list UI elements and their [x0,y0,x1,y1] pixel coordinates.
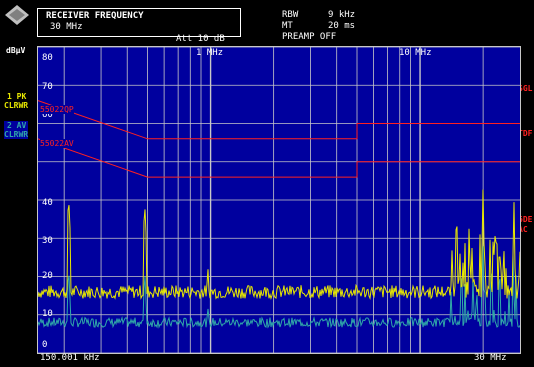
rbw-value: 9 kHz [328,10,356,20]
spectrum-plot [38,47,520,353]
x-start-label: 150.001 kHz [40,353,100,363]
mt-value: 20 ms [328,21,356,31]
logo-icon [4,4,30,26]
y-tick-80: 80 [42,53,53,63]
spectrum-display[interactable]: 80 70 60 50 40 30 20 10 0 55022QP 55022A… [37,46,521,354]
y-tick-20: 20 [42,271,53,281]
trace-2-label[interactable]: 2 AV CLRWR [4,121,29,139]
y-tick-70: 70 [42,82,53,92]
y-tick-0: 0 [42,340,48,350]
x-stop-label: 30 MHz [474,353,507,363]
y-tick-40: 40 [42,198,53,208]
preamp-label: PREAMP OFF [282,32,337,42]
grid-lines [38,47,520,353]
mt-label: MT [282,21,293,31]
trace-1-detector: CLRWR [4,101,29,110]
y-tick-10: 10 [42,309,53,319]
y-tick-60: 60 [42,110,53,120]
receiver-frequency-box[interactable] [37,8,241,37]
y-tick-30: 30 [42,236,53,246]
trace-2-mode: 2 AV [7,121,27,130]
trace-2-detector: CLRWR [4,130,29,139]
unit-label: dBµV [6,46,26,55]
receiver-frequency-value: 30 MHz [50,22,83,32]
ac-indicator: AC [518,225,528,234]
av-limit-label: 55022AV [40,139,74,148]
trace-1-label[interactable]: 1 PK CLRWR [4,92,28,110]
receiver-title: RECEIVER FREQUENCY [46,11,144,21]
peak-trace [38,189,520,300]
tdf-indicator: TDF [518,129,533,138]
attenuation-label: Att 10 dB [176,34,225,44]
limit-lines [38,100,520,178]
marker-10mhz-label: 10 MHz [399,48,432,58]
average-trace [38,246,520,329]
limit-line-55022QP [38,100,520,140]
6de-indicator: 6DE [518,215,533,224]
sgl-indicator: SGL [518,84,533,93]
marker-1mhz-label: 1 MHz [196,48,224,58]
trace-1-mode: 1 PK [7,92,27,101]
limit-line-55022AV [38,138,520,178]
rbw-label: RBW [282,10,299,20]
qp-limit-label: 55022QP [40,105,74,114]
